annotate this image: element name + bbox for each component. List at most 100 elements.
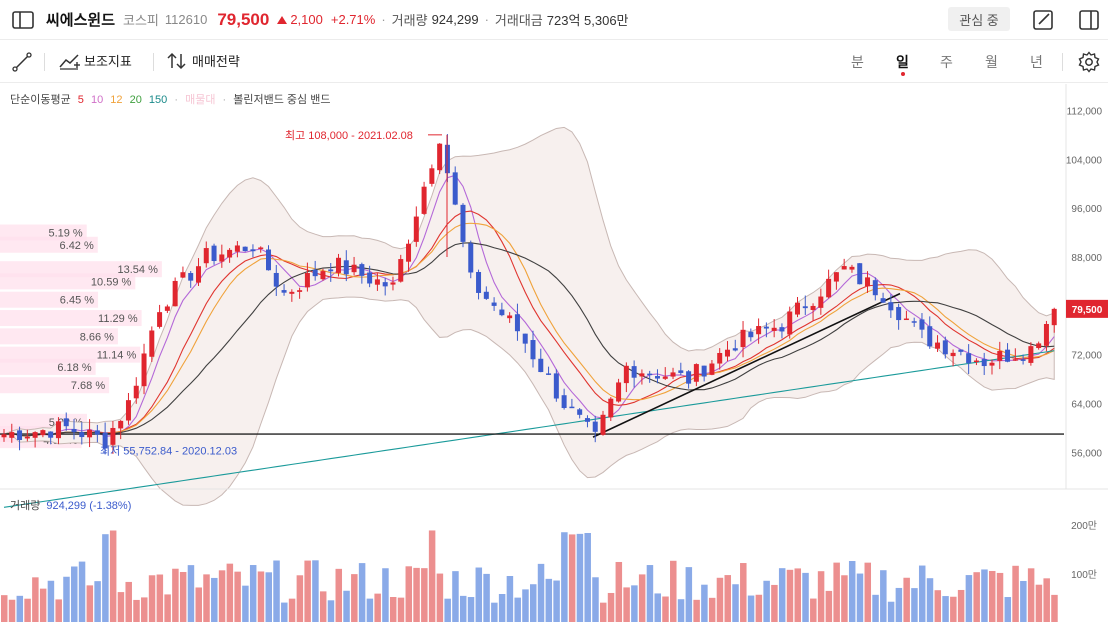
separator-dot: · [484, 12, 489, 27]
candle-body [227, 249, 233, 258]
volume-bar [226, 563, 234, 622]
volume-bar [421, 568, 428, 622]
volume-bar [981, 569, 988, 622]
volume-bar [623, 587, 630, 622]
volume-bar [514, 597, 521, 622]
candle-body [273, 272, 279, 287]
ma5-line [3, 174, 1055, 437]
current-price-tag-text: 79,500 [1072, 305, 1103, 316]
trade-value-label: 거래대금 [494, 13, 543, 28]
bollinger-label[interactable]: 볼린저밴드 중심 밴드 [233, 94, 331, 106]
period-week[interactable]: 주 [940, 54, 953, 70]
candle-body [857, 263, 863, 285]
volume-bar [304, 560, 311, 622]
volume-bar [249, 565, 257, 622]
candle-body [522, 333, 528, 344]
ma-20-label[interactable]: 20 [129, 94, 142, 106]
ma-10-label[interactable]: 10 [90, 94, 104, 106]
volume-bar [343, 590, 350, 622]
period-day[interactable]: 일 [896, 54, 909, 70]
candle-body [654, 376, 660, 379]
candle-body [1, 434, 7, 438]
volume-bar [740, 563, 747, 622]
draw-line-icon[interactable] [12, 52, 32, 72]
watchlist-button[interactable]: 관심 중 [948, 7, 1010, 31]
y-tick-label: 56,000 [1071, 448, 1102, 459]
stock-name: 씨에스윈드 [46, 12, 116, 29]
volume-profile-label: 6.18 % [57, 362, 91, 374]
candle-body [569, 406, 575, 409]
trendline [592, 292, 901, 438]
ma-12-label[interactable]: 12 [110, 94, 123, 106]
candle-body [950, 352, 956, 357]
sidebar-toggle-icon[interactable] [12, 10, 34, 29]
candle-body [662, 376, 668, 379]
volume-bar [856, 573, 864, 622]
volume-profile-label[interactable]: 매물대 [185, 94, 216, 106]
panel-toggle-icon[interactable] [1078, 9, 1100, 31]
period-month[interactable]: 월 [985, 54, 998, 70]
y-tick-label: 96,000 [1071, 204, 1102, 215]
volume-bar [957, 589, 965, 622]
ma-5-label[interactable]: 5 [77, 94, 84, 106]
candle-body [468, 243, 474, 273]
candle-body [911, 321, 917, 323]
volume-profile-bar [0, 291, 99, 308]
volume-bar [94, 581, 101, 622]
candle-body [763, 326, 769, 329]
candle-body [195, 266, 201, 283]
candle-body [429, 168, 435, 184]
candle-body [55, 421, 61, 439]
candle-body [997, 351, 1003, 361]
volume-bar [133, 599, 140, 622]
volume-bar [374, 593, 381, 622]
volume-profile-label: 6.45 % [60, 295, 94, 307]
period-minute[interactable]: 분 [851, 54, 864, 70]
volume-bar [335, 568, 343, 622]
volume-bar [825, 590, 833, 622]
volume-bar [47, 580, 55, 622]
candle-body [141, 353, 147, 387]
volume-profile-bar [0, 224, 87, 241]
candle-body [102, 432, 108, 449]
volume-profile-label: 7.68 % [71, 380, 105, 392]
ma-150-label[interactable]: 150 [148, 94, 168, 106]
candle-body [180, 272, 186, 278]
volume-bar [327, 600, 335, 622]
candle-body [94, 430, 100, 435]
candle-body [748, 331, 754, 338]
separator-dot: · [381, 12, 386, 27]
ma10-line [3, 210, 1055, 437]
candle-body [880, 298, 886, 303]
settings-gear-icon[interactable] [1078, 51, 1100, 73]
volume-bar [428, 530, 436, 622]
volume-bar [646, 565, 654, 622]
volume-bar [78, 561, 86, 622]
candle-body [312, 269, 318, 277]
period-year[interactable]: 년 [1030, 54, 1043, 70]
volume-bar [125, 581, 132, 622]
volume-bar [903, 577, 910, 622]
strategy-button[interactable]: 매매전략 [166, 51, 240, 70]
volume-bar [102, 534, 109, 622]
candle-body [616, 382, 622, 402]
candle-body [188, 273, 194, 281]
volume-bar [452, 571, 459, 622]
volume-bar [584, 532, 591, 622]
volume-tick-label: 100만 [1071, 569, 1097, 581]
candle-body [1036, 343, 1042, 349]
candle-body [234, 245, 240, 252]
volume-bar [506, 576, 514, 622]
volume-bar [942, 596, 949, 622]
candle-body [157, 312, 163, 327]
candle-body [328, 269, 334, 272]
edit-icon[interactable] [1032, 9, 1054, 31]
candle-body [740, 329, 746, 348]
candle-body [872, 280, 878, 296]
volume-bar [654, 593, 661, 622]
market-name: 코스피 [123, 13, 159, 28]
price-chart[interactable]: 5.19 %6.42 % 13.54 %10.59 % 6.45 % 11.29 % 8… [0, 84, 1108, 622]
indicator-button[interactable]: 보조지표 [58, 51, 132, 70]
volume-bar [117, 592, 125, 622]
volume-bar [389, 597, 397, 622]
